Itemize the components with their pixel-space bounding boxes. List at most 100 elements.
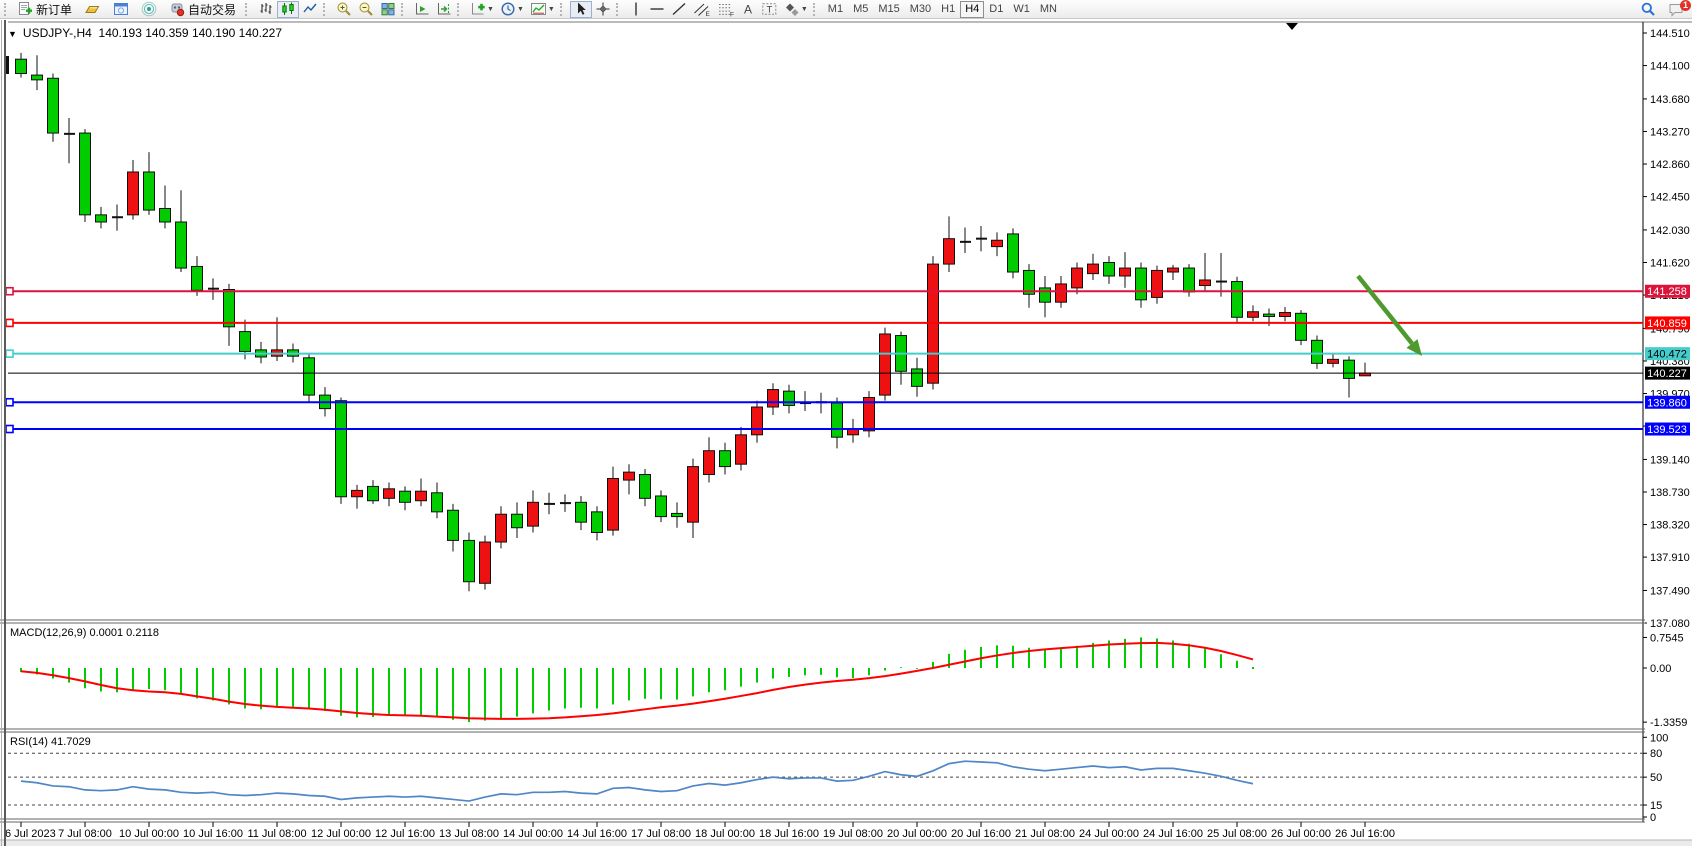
periods-button[interactable]: ▼	[497, 1, 527, 18]
trend-arrow-head[interactable]	[1406, 339, 1423, 356]
hline-handle[interactable]	[5, 397, 14, 407]
toolbar-grip[interactable]	[401, 2, 409, 16]
candle-bullish	[879, 333, 891, 396]
price-axis-label: 137.910	[1650, 552, 1690, 564]
signals-button[interactable]	[138, 1, 160, 18]
vertical-line-icon	[635, 2, 637, 16]
fibonacci-button[interactable]: F	[714, 1, 738, 18]
toolbar-grip[interactable]	[245, 2, 253, 16]
timeframe-m30-button[interactable]: M30	[909, 3, 932, 15]
templates-button[interactable]: ▼	[527, 1, 558, 18]
timeframe-m15-button[interactable]: M15	[878, 3, 900, 15]
trendline-button[interactable]	[668, 1, 690, 18]
crosshair-button[interactable]	[592, 1, 614, 18]
tile-windows-button[interactable]	[377, 1, 399, 18]
time-axis-label: 12 Jul 16:00	[375, 828, 435, 840]
candle-bullish	[1087, 263, 1099, 275]
candle-bearish	[191, 265, 203, 291]
timeframe-m1-button[interactable]: M1	[827, 3, 844, 15]
price-badge	[1645, 422, 1690, 436]
candle-bearish	[575, 501, 587, 523]
line-chart-icon	[303, 3, 317, 13]
svg-text:F: F	[730, 12, 734, 18]
cursor-button[interactable]	[569, 0, 592, 18]
time-axis-label: 26 Jul 16:00	[1335, 828, 1395, 840]
equidistant-channel-button[interactable]: E	[690, 1, 714, 18]
candle-bearish	[719, 450, 731, 468]
text-label-button[interactable]: T	[758, 1, 781, 18]
cursor-icon	[577, 2, 586, 15]
price-badge	[1645, 347, 1690, 361]
candle-bearish	[1263, 313, 1275, 317]
price-axis-label: 138.730	[1650, 487, 1690, 499]
time-axis-label: 18 Jul 00:00	[695, 828, 755, 840]
toolbar-grip[interactable]	[559, 2, 568, 16]
price-axis-label: 139.140	[1650, 454, 1690, 466]
rsi-label: RSI(14) 41.7029	[10, 736, 91, 748]
candle-bullish	[847, 428, 859, 436]
new-order-button[interactable]: 新订单	[14, 1, 75, 18]
shapes-icon	[785, 3, 799, 16]
webtrader-button[interactable]	[110, 1, 132, 18]
hline-handle[interactable]	[5, 424, 14, 434]
rsi-axis-label: 100	[1650, 732, 1668, 744]
timeframe-mn-button[interactable]: MN	[1039, 3, 1057, 15]
auto-trading-button[interactable]: 自动交易	[166, 1, 239, 18]
deposit-button[interactable]	[81, 1, 104, 18]
toolbar-grip[interactable]	[615, 2, 624, 16]
hline-handle[interactable]	[5, 349, 14, 358]
arrows-shapes-button[interactable]: ▼	[781, 1, 811, 18]
toolbar-grip[interactable]	[812, 2, 821, 16]
horizontal-line-button[interactable]	[646, 1, 668, 18]
timeframe-h1-button[interactable]: H1	[941, 3, 956, 15]
svg-text:E: E	[705, 11, 710, 17]
time-axis-label: 14 Jul 00:00	[503, 828, 563, 840]
chart-shift-icon	[438, 3, 451, 15]
rsi-line	[20, 760, 1254, 802]
chart-shift-button[interactable]	[433, 1, 455, 18]
candle-chart-type-button[interactable]	[277, 0, 300, 18]
time-axis-label: 17 Jul 08:00	[631, 828, 691, 840]
indicators-icon	[472, 3, 485, 15]
toolbar-grip[interactable]	[4, 2, 12, 16]
candle-bullish	[1167, 267, 1179, 273]
trend-arrow-annotation[interactable]	[1356, 274, 1414, 345]
time-axis-label: 24 Jul 16:00	[1143, 828, 1203, 840]
zoom-in-icon	[337, 2, 351, 16]
price-axis-label: 143.680	[1650, 94, 1690, 106]
timeframe-h4-button[interactable]: H4	[960, 0, 985, 18]
timeframe-d1-button[interactable]: D1	[989, 3, 1004, 15]
fibonacci-icon: F	[718, 4, 734, 18]
macd-label: MACD(12,26,9) 0.0001 0.2118	[10, 627, 160, 639]
candle-bullish	[767, 389, 779, 408]
auto-scroll-button[interactable]	[411, 1, 433, 18]
time-axis-label: 25 Jul 08:00	[1207, 828, 1267, 840]
chart-ohlc-values: 140.193 140.359 140.190 140.227	[98, 26, 283, 40]
candle-bearish	[335, 400, 347, 498]
zoom-out-button[interactable]	[355, 1, 377, 18]
vertical-line-button[interactable]	[626, 1, 646, 18]
indicators-button[interactable]: ▼	[467, 1, 497, 18]
bar-chart-type-button[interactable]	[255, 1, 277, 18]
price-axis-label: 137.490	[1650, 585, 1690, 597]
candle-bullish	[991, 239, 1003, 248]
toolbar-grip[interactable]	[323, 2, 331, 16]
chart-window-frame	[1, 20, 2, 846]
line-chart-type-button[interactable]	[299, 1, 321, 18]
toolbar-grip[interactable]	[457, 2, 465, 16]
search-button[interactable]	[1637, 1, 1659, 18]
zoom-in-button[interactable]	[333, 1, 355, 18]
text-button[interactable]: A	[738, 1, 758, 18]
candle-bearish	[367, 485, 379, 502]
chart-shift-marker[interactable]	[1286, 23, 1298, 30]
hline-handle[interactable]	[5, 286, 14, 296]
symbol-dropdown-icon[interactable]: ▼	[8, 29, 17, 39]
notifications-button[interactable]: 1	[1665, 0, 1691, 18]
hline-handle[interactable]	[5, 318, 14, 328]
timeframe-m5-button[interactable]: M5	[853, 3, 869, 15]
candle-bearish	[159, 207, 171, 223]
notification-badge: 1	[1680, 0, 1691, 11]
price-badge-label: 140.859	[1647, 318, 1687, 330]
timeframe-w1-button[interactable]: W1	[1013, 3, 1030, 15]
